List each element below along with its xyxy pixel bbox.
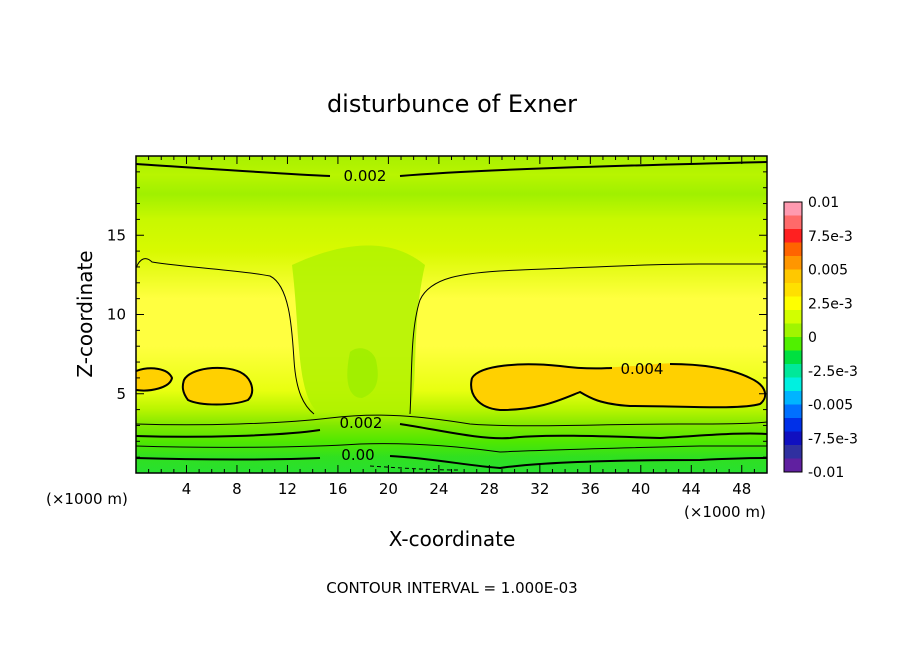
contour-thin-low-1 [136, 414, 767, 427]
colorbar-tick-label: -0.005 [808, 398, 853, 414]
y-tick-labels: 5 10 15 [107, 226, 126, 403]
colorbar-swatch [784, 391, 802, 405]
colorbar-labels: 0.01 7.5e-3 0.005 2.5e-3 0 -2.5e-3 -0.005 -7.5e… [808, 195, 858, 481]
y-tick-label: 5 [116, 385, 126, 403]
colorbar-swatch [784, 431, 802, 446]
contour-field [136, 156, 767, 473]
colorbar-swatch [784, 418, 802, 432]
colorbar-tick-label: -0.01 [808, 465, 844, 481]
central-valley-region [292, 245, 425, 412]
colorbar-swatch [784, 215, 802, 230]
contour-dashed-bottom [369, 465, 461, 471]
x-tick-label: 44 [682, 480, 701, 498]
x-axis-label: X-coordinate [389, 527, 516, 551]
contour-labels: 0.002 0.004 0.002 0.00 [340, 167, 664, 464]
colorbar-swatch [784, 269, 802, 284]
contour-0.002-top [136, 161, 767, 177]
x-tick-label: 24 [429, 480, 448, 498]
y-tick-label: 10 [107, 306, 126, 324]
x-tick-label: 40 [631, 480, 650, 498]
high-region-left-small [136, 368, 172, 391]
contour-label-0.00: 0.00 [341, 446, 374, 464]
contour-label-0.004: 0.004 [621, 360, 664, 378]
x-ticks [148, 156, 755, 473]
x-tick-label: 36 [581, 480, 600, 498]
colorbar-tick-label: 7.5e-3 [808, 229, 853, 245]
high-region-right [471, 363, 766, 410]
x-tick-label: 16 [328, 480, 347, 498]
y-ticks [136, 171, 767, 458]
colorbar-swatch [784, 323, 802, 338]
contour-0.002-low [136, 423, 767, 440]
x-tick-label: 48 [732, 480, 751, 498]
central-column-region [347, 348, 378, 398]
chart-title: disturbunce of Exner [327, 90, 577, 118]
colorbar-swatch [784, 242, 802, 257]
contour-0.004-left [181, 366, 254, 406]
colorbar-tick-label: 0.005 [808, 263, 848, 279]
colorbar-swatch [784, 350, 802, 365]
x-tick-label: 8 [232, 480, 242, 498]
colorbar-frame [783, 201, 803, 473]
contour-interval-note: CONTOUR INTERVAL = 1.000E-03 [326, 579, 577, 597]
colorbar-swatch [784, 458, 802, 473]
contour-0.004-left-small [136, 367, 174, 392]
colorbar-swatch [784, 404, 802, 419]
contour-thin-low-2 [136, 443, 767, 453]
x-unit-right: (×1000 m) [684, 503, 766, 521]
colorbar-swatch [784, 445, 802, 459]
x-tick-label: 20 [379, 480, 398, 498]
colorbar-tick-label: -7.5e-3 [808, 431, 858, 447]
colorbar-swatch [784, 202, 802, 216]
colorbar-tick-label: 0 [808, 330, 817, 346]
colorbar-swatch [784, 364, 802, 378]
contour-label-0.002-low: 0.002 [340, 414, 383, 432]
colorbar-swatch [784, 283, 802, 297]
y-tick-label: 15 [107, 226, 126, 244]
x-tick-labels: 4 8 12 16 20 24 28 32 36 40 44 48 [182, 480, 752, 498]
y-axis-label: Z-coordinate [73, 250, 97, 377]
contour-thin-mid [136, 258, 767, 415]
colorbar [784, 202, 802, 473]
colorbar-swatch [784, 296, 802, 311]
background-band-field [136, 156, 767, 473]
x-unit-left: (×1000 m) [46, 490, 128, 508]
contour-0.00 [136, 455, 767, 470]
contour-lines [136, 161, 767, 471]
x-tick-label: 4 [182, 480, 192, 498]
x-tick-label: 12 [278, 480, 297, 498]
x-tick-label: 28 [480, 480, 499, 498]
x-tick-label: 32 [530, 480, 549, 498]
colorbar-swatch [784, 310, 802, 324]
contour-label-0.002-top: 0.002 [344, 167, 387, 185]
contour-0.004-right [470, 363, 767, 412]
colorbar-swatch [784, 256, 802, 270]
colorbar-swatch [784, 229, 802, 243]
high-region-left [182, 367, 253, 405]
colorbar-tick-label: -2.5e-3 [808, 364, 858, 380]
colorbar-swatch [784, 337, 802, 351]
colorbar-swatch [784, 377, 802, 392]
colorbar-tick-label: 2.5e-3 [808, 296, 853, 312]
colorbar-tick-label: 0.01 [808, 195, 839, 211]
